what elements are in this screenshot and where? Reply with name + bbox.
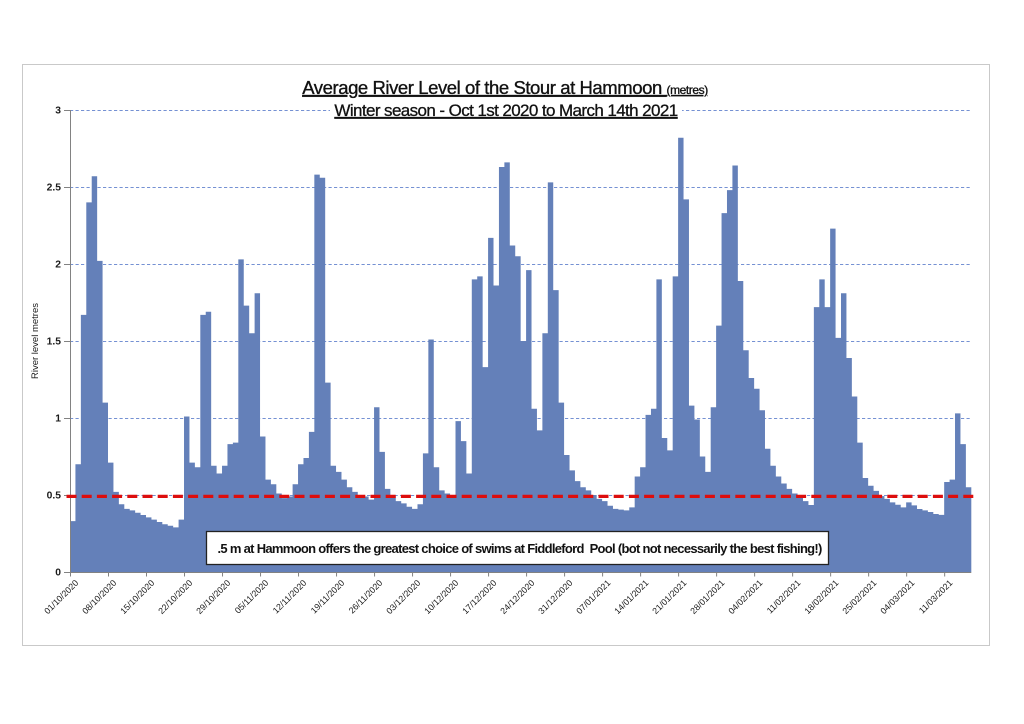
svg-text:1: 1 <box>55 414 61 425</box>
svg-text:0.5: 0.5 <box>47 491 62 502</box>
svg-text:River level metres: River level metres <box>30 303 41 379</box>
svg-text:3: 3 <box>55 106 61 117</box>
svg-text:Winter season - Oct 1st 2020 t: Winter season - Oct 1st 2020 to March 14… <box>334 101 677 120</box>
svg-text:2.5: 2.5 <box>47 183 62 194</box>
svg-text:0: 0 <box>55 568 61 579</box>
svg-text:.5 m at Hammoon offers the gre: .5 m at Hammoon offers the greatest choi… <box>218 541 823 556</box>
svg-text:1.5: 1.5 <box>47 337 62 348</box>
svg-text:Average River Level of the Sto: Average River Level of the Stour at Hamm… <box>302 77 708 98</box>
svg-text:2: 2 <box>55 260 61 271</box>
